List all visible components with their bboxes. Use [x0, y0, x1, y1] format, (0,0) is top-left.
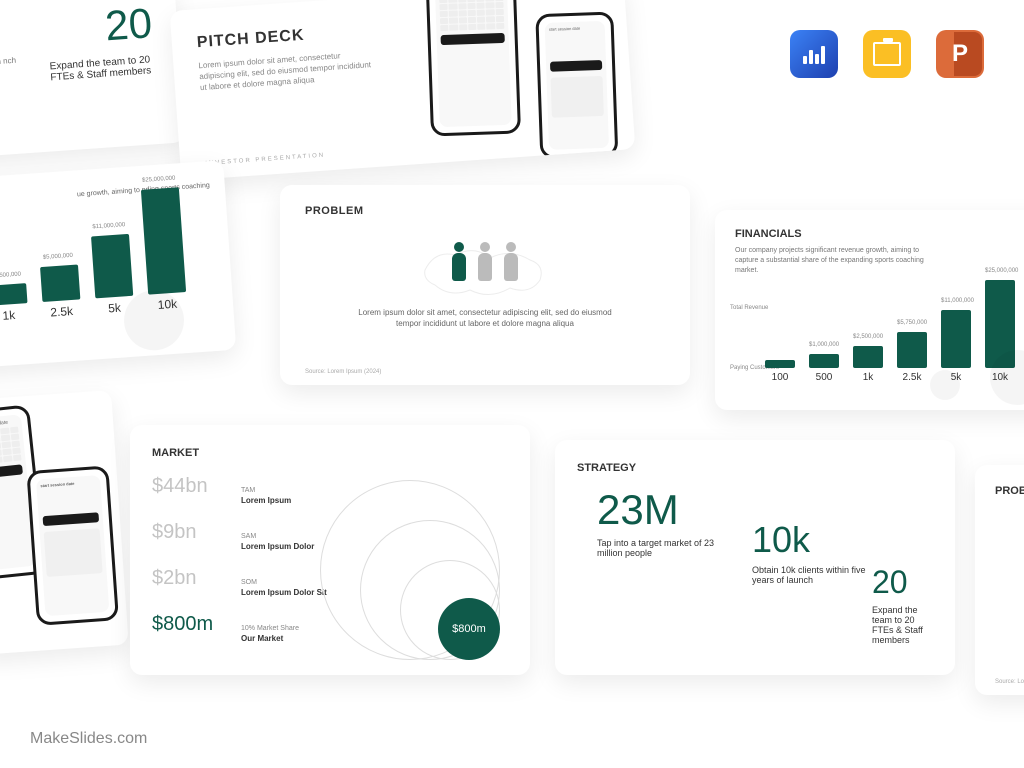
problem-title: PROBLEM — [305, 205, 665, 217]
stat-10k: 10k Obtain 10k clients within five years… — [752, 519, 882, 585]
app-icons-row: P — [790, 30, 984, 78]
pitch-deck-card: PITCH DECK Lorem ipsum dolor sit amet, c… — [170, 0, 636, 181]
strategy-stats: 23M Tap into a target market of 23 milli… — [577, 474, 933, 634]
concentric-circles: $800m — [320, 480, 500, 660]
phone-mockup-2: start session date — [535, 12, 618, 160]
stat-20: 20 — [104, 0, 154, 50]
source-text: Source: Lorem Ipsum (2024) — [305, 369, 381, 375]
person-icon — [450, 242, 468, 282]
stat-card-fragment: k s within nch 20 Expand the team to 20 … — [0, 0, 185, 157]
bar-chart-card-left: ue growth, aiming to nding sports coachi… — [0, 160, 236, 370]
phone-card-left: Select start session date start session … — [0, 390, 129, 655]
fin-title: FINANCIALS — [735, 228, 1024, 240]
stat-23m: 23M Tap into a target market of 23 milli… — [597, 486, 727, 558]
strategy-card: STRATEGY 23M Tap into a target market of… — [555, 440, 955, 675]
slide-gallery: P k s within nch 20 Expand the team to 2… — [0, 0, 1024, 768]
pitch-footer: INVESTOR PRESENTATION — [205, 153, 325, 167]
fin-bar-chart: 100$1,000,000500$2,500,0001k$5,750,0002.… — [765, 293, 1024, 383]
financials-card: FINANCIALS Our company projects signific… — [715, 210, 1024, 410]
phone-mockup-1: Select start session date May 2024 — [425, 0, 521, 137]
fin-sub: Our company projects significant revenue… — [735, 246, 935, 275]
market-card: MARKET $44bnTAMLorem Ipsum$9bnSAMLorem I… — [130, 425, 530, 675]
problem-title-2: PROBLEM — [995, 485, 1024, 497]
strategy-title: STRATEGY — [577, 462, 933, 474]
brand-watermark: MakeSlides.com — [30, 730, 147, 748]
source-text-2: Source: Lorem Ipsum (2024) — [995, 679, 1024, 685]
keynote-icon — [790, 30, 838, 78]
y-label-revenue: Total Revenue — [730, 305, 768, 311]
stat-value: 20 — [872, 564, 933, 601]
stat-value: 10k — [752, 519, 882, 561]
stat-desc: Tap into a target market of 23 million p… — [597, 538, 727, 558]
person-icon — [476, 242, 494, 282]
google-slides-icon — [863, 30, 911, 78]
stat-20: 20 Expand the team to 20 FTEs & Staff me… — [872, 564, 933, 645]
people-icons — [305, 242, 665, 282]
bar-chart: $2,500,0001k$5,000,0002.5k$11,000,0005k$… — [0, 198, 218, 326]
ring-market: $800m — [438, 598, 500, 660]
stat-value: 23M — [597, 486, 727, 534]
pitch-body: Lorem ipsum dolor sit amet, consectetur … — [198, 48, 380, 94]
problem-text: Lorem ipsum dolor sit amet, consectetur … — [345, 307, 625, 329]
powerpoint-icon: P — [936, 30, 984, 78]
phone-mockup-4: start session date — [26, 465, 119, 625]
market-title: MARKET — [152, 447, 508, 459]
circle-decoration — [930, 370, 960, 400]
powerpoint-letter: P — [952, 40, 968, 68]
stat-desc: Obtain 10k clients within five years of … — [752, 565, 882, 585]
problem-card-right: PROBLEM Source: Lorem Ipsum (2024) — [975, 465, 1024, 695]
person-icon — [502, 242, 520, 282]
problem-card: PROBLEM Lorem ipsum dolor sit amet, cons… — [280, 185, 690, 385]
stat-desc: Expand the team to 20 FTEs & Staff membe… — [872, 605, 933, 645]
